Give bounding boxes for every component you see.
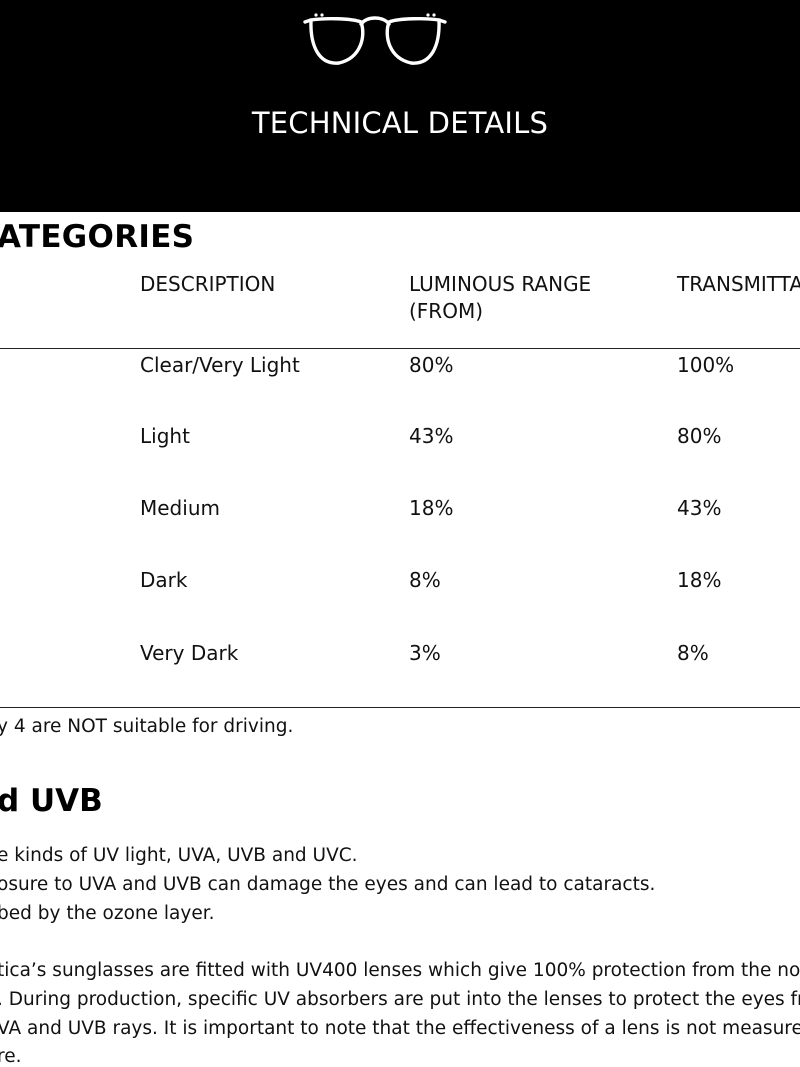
table-bottom-divider: [0, 707, 800, 708]
paragraph-line: VA and UVB rays. It is important to note…: [0, 1018, 800, 1039]
cell-description: Dark: [140, 568, 188, 592]
cell-description: Very Dark: [140, 641, 239, 665]
cell-range-from: 80%: [409, 353, 454, 377]
cell-range-to: 100%: [677, 353, 735, 377]
cell-range-to: 80%: [677, 424, 722, 448]
cell-range-from: 3%: [409, 641, 441, 665]
paragraph-line: tica’s sunglasses are fitted with UV400 …: [0, 960, 800, 981]
column-header-description: DESCRIPTION: [140, 272, 276, 296]
paragraph-line: bed by the ozone layer.: [0, 903, 215, 924]
column-header-luminous-line1: LUMINOUS RANGE: [409, 272, 592, 296]
glasses-icon: [303, 13, 447, 65]
page-title: TECHNICAL DETAILS: [251, 106, 549, 140]
column-header-luminous-range: LUMINOUS RANGE (FROM): [409, 271, 591, 325]
column-header-luminous-line2: (FROM): [409, 299, 484, 323]
cell-range-to: 18%: [677, 568, 722, 592]
categories-heading: ATEGORIES: [0, 219, 195, 255]
cell-description: Light: [140, 424, 190, 448]
cell-range-from: 43%: [409, 424, 454, 448]
driving-note: y 4 are NOT suitable for driving.: [0, 716, 294, 737]
cell-range-to: 43%: [677, 496, 722, 520]
cell-description: Clear/Very Light: [140, 353, 300, 377]
cell-range-from: 18%: [409, 496, 454, 520]
cell-range-to: 8%: [677, 641, 709, 665]
column-header-transmittance: TRANSMITTA: [677, 272, 800, 296]
cell-range-from: 8%: [409, 568, 441, 592]
uv-heading: d UVB: [0, 783, 103, 819]
cell-description: Medium: [140, 496, 220, 520]
table-top-divider: [0, 348, 800, 349]
header-banner: TECHNICAL DETAILS: [0, 0, 800, 212]
paragraph-line: e kinds of UV light, UVA, UVB and UVC.: [0, 845, 358, 866]
paragraph-line: re.: [0, 1046, 22, 1067]
paragraph-line: . During production, specific UV absorbe…: [0, 989, 800, 1010]
paragraph-line: osure to UVA and UVB can damage the eyes…: [0, 874, 656, 895]
